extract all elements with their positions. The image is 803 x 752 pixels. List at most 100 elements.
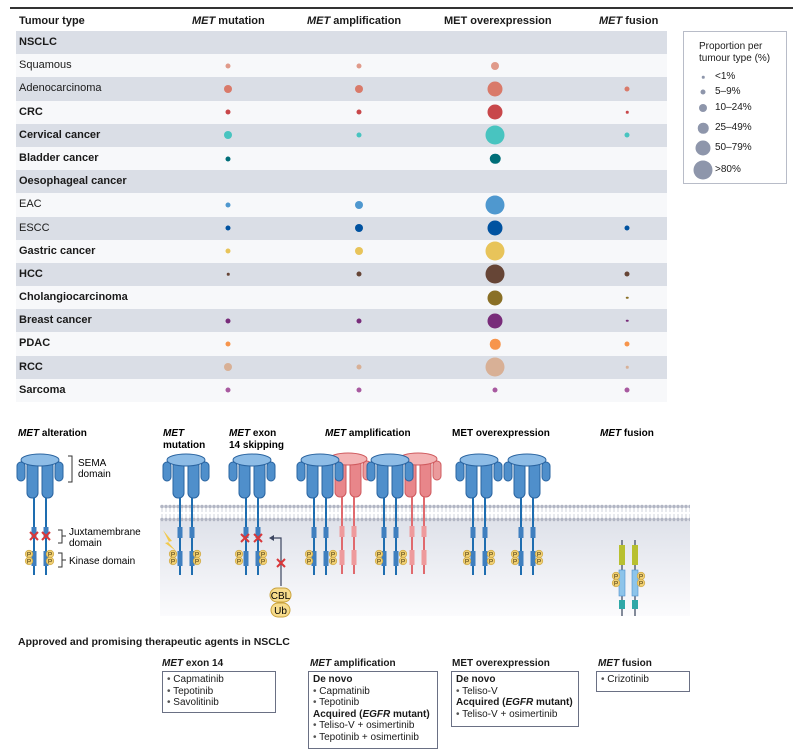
juxta-bracket [58, 529, 66, 544]
tumour-type-label: Gastric cancer [19, 244, 96, 257]
ub-badge [270, 602, 291, 618]
legend-label: >80% [715, 164, 741, 175]
table-row: Breast cancer [16, 309, 667, 333]
overexpression-proportion-dot [487, 220, 503, 236]
drug-item: Teliso-V [456, 686, 574, 698]
label-exon14-2: 14 skipping [229, 440, 284, 451]
legend-dot [699, 104, 707, 112]
legend-item: 10–24% [684, 100, 784, 116]
amplification-proportion-dot [355, 224, 363, 233]
receptor-reference [16, 453, 64, 576]
header-amplification: MET amplification [307, 15, 402, 27]
label-mutation-2: mutation [163, 440, 205, 451]
overexpression-proportion-dot [485, 241, 505, 261]
header-overexpression: MET overexpression [444, 15, 552, 27]
tumour-type-label: HCC [19, 267, 43, 280]
mutation-proportion-dot [225, 387, 231, 393]
legend-label: <1% [715, 71, 736, 82]
fusion-proportion-dot [624, 132, 630, 138]
tumour-type-label: Adenocarcinoma [19, 82, 102, 95]
legend-dot [701, 75, 705, 79]
label-exon14-1: MET exon [229, 428, 276, 439]
fusion-proportion-dot [625, 319, 629, 323]
mutation-proportion-dot [224, 363, 232, 372]
fusion-proportion-dot [624, 341, 630, 347]
table-row: Cholangiocarcinoma [16, 286, 667, 310]
table-row: Adenocarcinoma [16, 77, 667, 101]
table-row: NSCLC [16, 31, 667, 55]
table-row: HCC [16, 262, 667, 287]
amplification-proportion-dot [356, 132, 362, 138]
therapy-fusion-title: MET fusion [598, 658, 652, 669]
legend-item: 5–9% [684, 84, 784, 100]
denovo-heading: De novo [313, 674, 353, 685]
amplification-proportion-dot [356, 271, 362, 277]
fusion-proportion-dot [624, 387, 630, 393]
drug-item: Crizotinib [601, 674, 685, 686]
table-row: RCC [16, 355, 667, 379]
denovo-heading: De novo [456, 674, 496, 685]
top-rule [10, 7, 793, 9]
table-row: ESCC [16, 216, 667, 240]
sema-label-1: SEMA [78, 458, 107, 469]
mutation-proportion-dot [225, 318, 231, 324]
tumour-type-label: Oesophageal cancer [19, 175, 127, 188]
mutation-proportion-dot [224, 131, 232, 140]
label-fusion: MET fusion [600, 428, 654, 439]
tumour-type-label: Cervical cancer [19, 128, 101, 141]
therapy-exon14-title: MET exon 14 [162, 658, 224, 669]
mutation-proportion-dot [225, 248, 231, 254]
tumour-type-label: ESCC [19, 221, 50, 234]
drug-item: Capmatinib [313, 686, 433, 698]
legend-label: 50–79% [715, 142, 752, 153]
overexpression-proportion-dot [491, 61, 499, 70]
mutation-proportion-dot [225, 341, 231, 347]
overexpression-proportion-dot [487, 104, 503, 120]
tumour-type-label: CRC [19, 105, 43, 118]
tumour-type-label: Sarcoma [19, 383, 66, 396]
tumour-type-label: Cholangiocarcinoma [19, 291, 128, 304]
ub-label: Ub [274, 606, 287, 617]
header-fusion: MET fusion [599, 15, 659, 27]
overexpression-proportion-dot [487, 290, 503, 306]
drug-item: Capmatinib [167, 674, 271, 686]
phospho-icon [45, 549, 55, 566]
sema-bracket [68, 455, 73, 483]
legend-item: 25–49% [684, 120, 784, 136]
amplification-proportion-dot [356, 63, 362, 69]
met-alteration-diagram: P P MET alteration MET mutation MET exon… [16, 428, 690, 618]
table-row: Bladder cancer [16, 146, 667, 171]
mutation-proportion-dot [225, 202, 231, 208]
legend-item: <1% [684, 69, 784, 85]
kinase-bracket [58, 552, 66, 568]
cbl-badge [269, 587, 292, 603]
drug-item: Teliso-V + osimertinib [456, 709, 574, 721]
tumour-type-label: Breast cancer [19, 314, 92, 327]
table-row: Oesophageal cancer [16, 170, 667, 194]
fusion-proportion-dot [624, 225, 630, 231]
overexpression-proportion-dot [492, 387, 498, 393]
acquired-heading: Acquired (EGFR mutant) [456, 697, 573, 708]
legend-dot [693, 160, 713, 180]
tumour-type-label: Squamous [19, 59, 72, 72]
acquired-heading: Acquired (EGFR mutant) [313, 708, 430, 720]
therapy-amplification-title: MET amplification [310, 658, 396, 669]
mutation-proportion-dot [225, 63, 231, 69]
drug-item: Tepotinib + osimertinib [313, 732, 433, 744]
amplification-proportion-dot [356, 364, 362, 370]
cbl-arrow [271, 537, 282, 586]
fusion-proportion-dot [624, 86, 630, 92]
legend-title: Proportion per tumour type (%) [699, 41, 771, 64]
table-row: Gastric cancer [16, 239, 667, 263]
legend-item: 50–79% [684, 140, 784, 156]
legend-label: 10–24% [715, 102, 752, 113]
tumour-type-label: RCC [19, 360, 43, 373]
kinase-label: Kinase domain [69, 556, 135, 567]
sema-label-2: domain [78, 469, 111, 480]
fusion-proportion-dot [625, 110, 629, 114]
arrow-head-icon [269, 535, 274, 541]
drug-item: Savolitinib [167, 697, 271, 709]
overexpression-proportion-dot [485, 195, 505, 215]
overexpression-proportion-dot [487, 313, 503, 329]
size-legend: Proportion per tumour type (%) <1% 5–9% 10–… [683, 31, 787, 184]
